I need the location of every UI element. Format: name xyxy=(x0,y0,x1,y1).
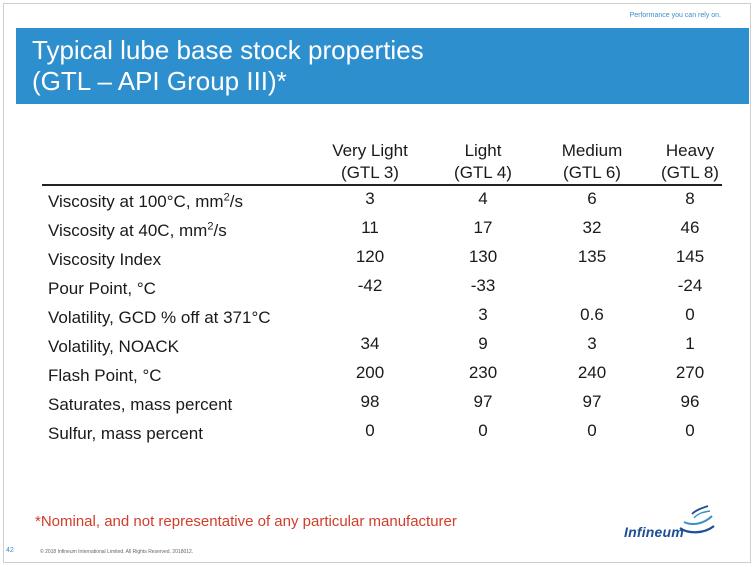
slide-title-line-2: (GTL – API Group III)* xyxy=(32,66,287,96)
tagline: Performance you can rely on. xyxy=(629,12,721,19)
column-header-very-light: Very Light (GTL 3) xyxy=(315,140,425,184)
table-cell: 96 xyxy=(680,392,700,411)
table-cell: 0 xyxy=(587,421,597,440)
row-label: Volatility, GCD % off at 371°C xyxy=(48,308,271,327)
row-label: Sulfur, mass percent xyxy=(48,424,203,443)
table-cell: 135 xyxy=(577,247,607,266)
column-grade: (GTL 6) xyxy=(563,163,621,182)
row-label: Viscosity Index xyxy=(48,250,162,269)
table-cell: 120 xyxy=(355,247,385,266)
footnote: *Nominal, and not representative of any … xyxy=(35,513,457,530)
table-cell: 9 xyxy=(478,334,488,353)
title-banner xyxy=(16,28,749,104)
row-label: Flash Point, °C xyxy=(48,366,162,385)
row-label: Pour Point, °C xyxy=(48,279,156,298)
table-cell: 3 xyxy=(587,334,597,353)
table-cell: -24 xyxy=(677,276,703,295)
table-cell: -42 xyxy=(357,276,383,295)
table-cell: 11 xyxy=(361,218,379,237)
column-name: Heavy xyxy=(665,141,715,160)
column-grade: (GTL 3) xyxy=(341,163,399,182)
row-label: Viscosity at 40C, mm2/s xyxy=(48,220,227,240)
table-cell: 97 xyxy=(582,392,602,411)
table-cell: 3 xyxy=(478,305,488,324)
swoosh-icon xyxy=(679,505,715,534)
table-cell: 200 xyxy=(355,363,385,382)
table-cell: -33 xyxy=(470,276,496,295)
table-cell: 97 xyxy=(473,392,493,411)
column-name: Light xyxy=(464,141,502,160)
table-cell: 4 xyxy=(478,189,488,208)
column-header-medium: Medium (GTL 6) xyxy=(537,140,647,184)
table-cell: 0 xyxy=(685,421,695,440)
page-number: 42 xyxy=(6,547,14,554)
table-cell: 34 xyxy=(360,334,380,353)
column-header-light: Light (GTL 4) xyxy=(428,140,538,184)
table-cell: 130 xyxy=(468,247,498,266)
table-cell: 1 xyxy=(685,334,695,353)
infineum-logo: Infineum xyxy=(624,504,720,546)
column-name: Medium xyxy=(561,141,623,160)
logo-text: Infineum xyxy=(624,524,684,540)
header-divider xyxy=(42,184,722,186)
column-grade: (GTL 4) xyxy=(454,163,512,182)
row-label: Saturates, mass percent xyxy=(48,395,233,414)
table-cell: 98 xyxy=(360,392,380,411)
table-cell: 270 xyxy=(675,363,705,382)
table-cell: 240 xyxy=(577,363,607,382)
column-grade: (GTL 8) xyxy=(661,163,719,182)
table-cell: 0.6 xyxy=(580,305,604,324)
slide-frame xyxy=(3,3,751,563)
table-cell: 6 xyxy=(587,189,597,208)
row-label: Volatility, NOACK xyxy=(48,337,180,356)
table-cell: 8 xyxy=(685,189,695,208)
table-cell: 0 xyxy=(478,421,488,440)
column-name: Very Light xyxy=(332,141,408,160)
table-cell: 3 xyxy=(365,189,375,208)
copyright-notice: © 2018 Infineum International Limited. A… xyxy=(40,549,194,555)
row-label: Viscosity at 100°C, mm2/s xyxy=(48,191,243,211)
column-header-heavy: Heavy (GTL 8) xyxy=(635,140,745,184)
table-cell: 46 xyxy=(680,218,700,237)
slide-title-line-1: Typical lube base stock properties xyxy=(32,35,424,65)
table-cell: 17 xyxy=(473,218,493,237)
table-cell: 32 xyxy=(582,218,602,237)
table-cell: 230 xyxy=(468,363,498,382)
table-cell: 0 xyxy=(685,305,695,324)
table-cell: 0 xyxy=(365,421,375,440)
table-cell: 145 xyxy=(675,247,705,266)
